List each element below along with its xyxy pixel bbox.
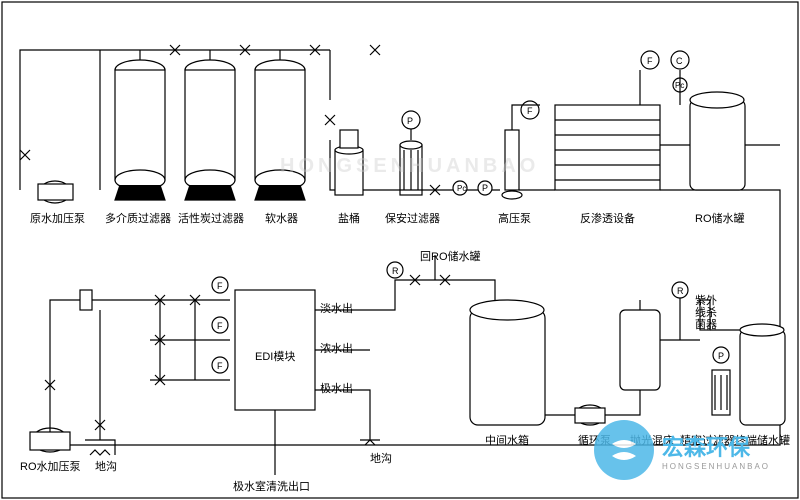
label-uv: 紫外线杀菌器 bbox=[695, 295, 725, 331]
label-mid-tank: 中间水箱 bbox=[485, 432, 529, 448]
logo-icon bbox=[594, 420, 654, 480]
label-salt-tank: 盐桶 bbox=[338, 210, 360, 226]
gauge-r: R bbox=[392, 266, 399, 276]
label-ro-pump: RO水加压泵 bbox=[20, 458, 81, 474]
gauge-f4: F bbox=[217, 321, 223, 331]
gauge-f5: F bbox=[217, 361, 223, 371]
gauge-p3: P bbox=[718, 351, 724, 361]
gauge-pc2: Pc bbox=[675, 81, 684, 90]
gauge-f3: F bbox=[217, 281, 223, 291]
label-security-filter: 保安过滤器 bbox=[385, 210, 440, 226]
watermark: HONGSENHUANBAO bbox=[280, 155, 539, 178]
label-multi-filter: 多介质过滤器 bbox=[105, 210, 171, 226]
label-return-ro: 回RO储水罐 bbox=[420, 248, 481, 264]
gauge-p2: P bbox=[482, 183, 488, 193]
label-softener: 软水器 bbox=[265, 210, 298, 226]
label-reject-wash: 极水室清洗出口 bbox=[233, 478, 310, 494]
gauge-pc: Pc bbox=[457, 184, 466, 193]
gauge-f2: F bbox=[647, 56, 653, 66]
label-trench1: 地沟 bbox=[95, 458, 117, 474]
gauge-r2: R bbox=[677, 286, 684, 296]
label-conc-out: 浓水出 bbox=[320, 340, 353, 356]
label-active-carbon: 活性炭过滤器 bbox=[178, 210, 244, 226]
label-hp-pump: 高压泵 bbox=[498, 210, 531, 226]
logo-sub-text: HONGSENHUANBAO bbox=[662, 462, 770, 471]
label-raw-pump: 原水加压泵 bbox=[30, 210, 85, 226]
label-reject-out: 极水出 bbox=[320, 380, 353, 396]
gauge-c: C bbox=[676, 56, 683, 66]
brand-logo: 宏森环保 HONGSENHUANBAO bbox=[594, 420, 770, 480]
gauge-f: F bbox=[527, 106, 533, 116]
gauge-p: P bbox=[407, 116, 413, 126]
label-ro-device: 反渗透设备 bbox=[580, 210, 635, 226]
logo-brand-text: 宏森环保 bbox=[662, 430, 770, 462]
label-trench2: 地沟 bbox=[370, 450, 392, 466]
label-ro-tank: RO储水罐 bbox=[695, 210, 745, 226]
label-fresh-out: 淡水出 bbox=[320, 300, 353, 316]
label-edi: EDI模块 bbox=[255, 348, 295, 364]
